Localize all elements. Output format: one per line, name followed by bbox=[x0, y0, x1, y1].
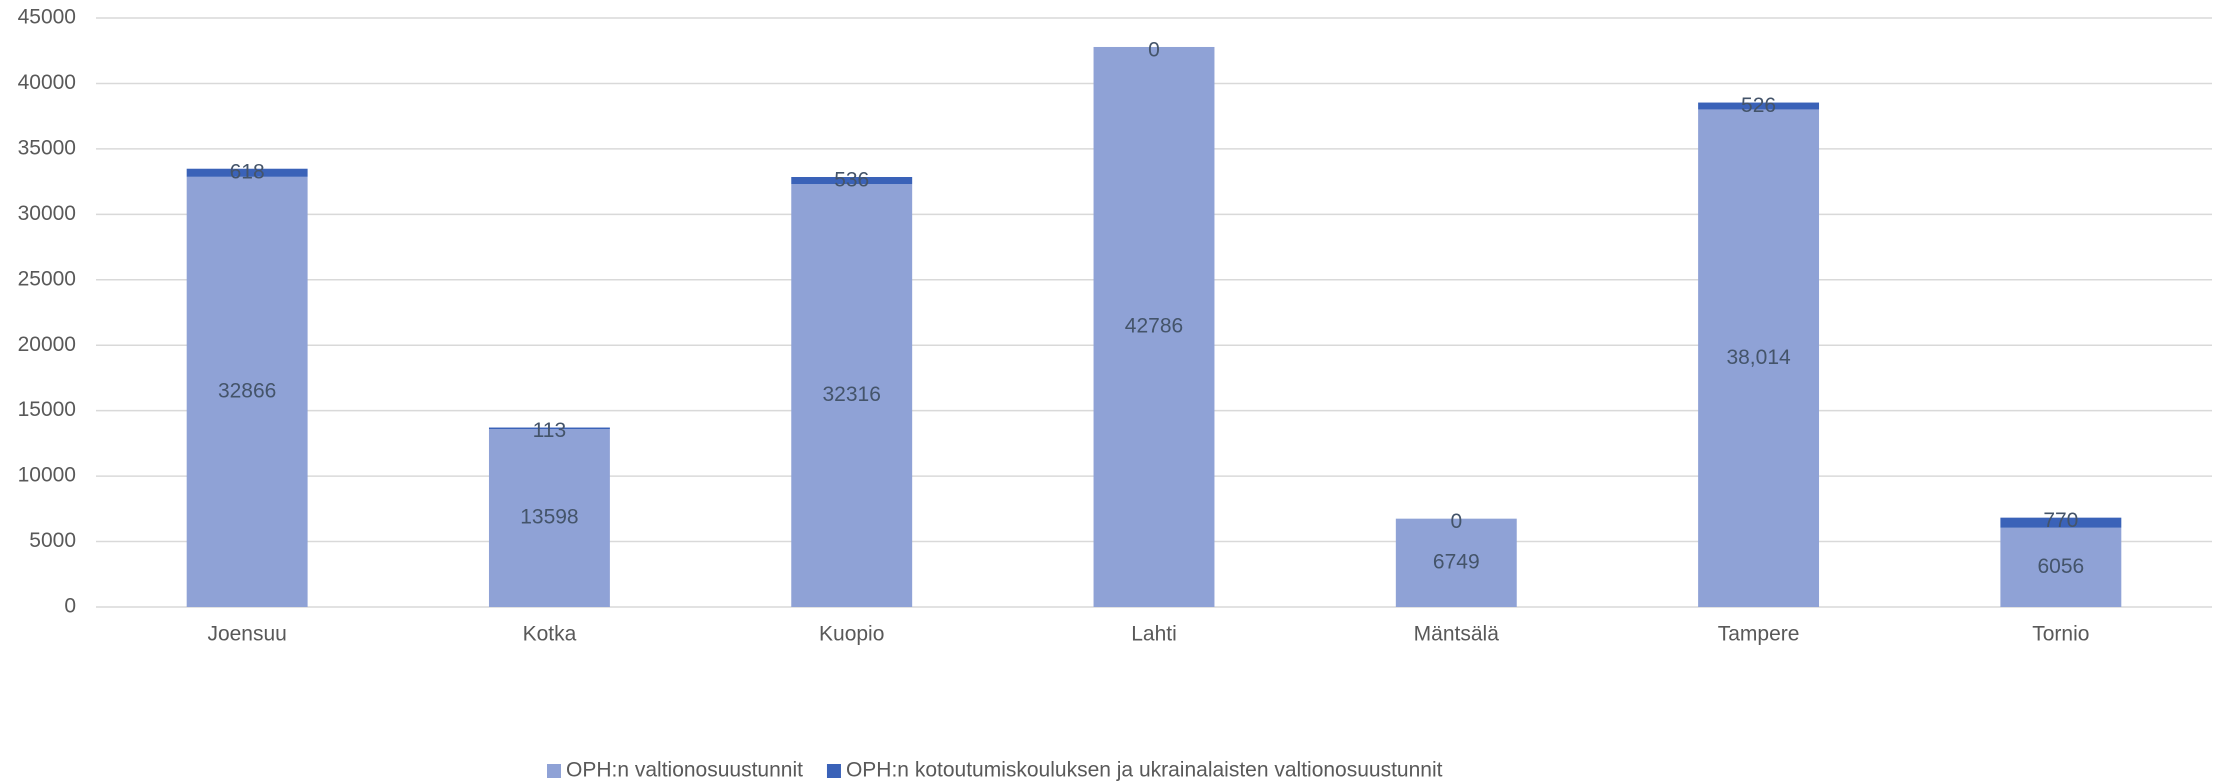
x-tick-label: Lahti bbox=[1131, 623, 1177, 646]
x-tick-label: Tornio bbox=[2032, 623, 2089, 646]
data-label: 32316 bbox=[823, 383, 881, 406]
data-label: 0 bbox=[1450, 510, 1462, 533]
y-tick-label: 0 bbox=[64, 595, 76, 618]
data-label: 113 bbox=[533, 419, 566, 442]
data-label: 770 bbox=[2043, 509, 2078, 532]
legend-label: OPH:n kotoutumiskouluksen ja ukrainalais… bbox=[846, 759, 1443, 782]
bar-segment bbox=[488, 429, 610, 607]
x-tick-label: Joensuu bbox=[207, 623, 286, 646]
bar-segment bbox=[791, 184, 913, 607]
data-label: 0 bbox=[1148, 39, 1160, 62]
bar-segment bbox=[186, 176, 308, 608]
legend-swatch bbox=[826, 764, 841, 778]
bar-segment bbox=[1698, 102, 1820, 110]
y-tick-label: 15000 bbox=[18, 398, 76, 421]
bar-segment bbox=[2000, 517, 2122, 528]
data-label: 6056 bbox=[2037, 555, 2084, 578]
x-tick-label: Kotka bbox=[523, 623, 577, 646]
y-tick-label: 5000 bbox=[29, 529, 76, 552]
bar-segment bbox=[488, 427, 610, 430]
x-tick-label: Mäntsälä bbox=[1414, 623, 1500, 646]
y-tick-label: 25000 bbox=[18, 267, 76, 290]
y-tick-label: 45000 bbox=[18, 6, 76, 29]
bar-segment bbox=[1093, 46, 1215, 607]
y-tick-label: 30000 bbox=[18, 202, 76, 225]
bar-segment bbox=[186, 168, 308, 177]
data-label: 6749 bbox=[1433, 550, 1480, 573]
x-tick-label: Kuopio bbox=[819, 623, 884, 646]
y-tick-label: 20000 bbox=[18, 333, 76, 356]
data-label: 42786 bbox=[1125, 315, 1183, 338]
legend-swatch bbox=[547, 764, 561, 778]
bar-segment bbox=[1395, 518, 1517, 607]
data-label: 526 bbox=[1741, 94, 1776, 117]
bar-segment bbox=[1698, 109, 1820, 608]
x-tick-label: Tampere bbox=[1718, 623, 1800, 646]
y-tick-label: 40000 bbox=[18, 71, 76, 94]
bar-segment bbox=[791, 177, 913, 185]
data-label: 618 bbox=[230, 160, 265, 183]
bar-segment bbox=[2000, 527, 2122, 607]
y-tick-label: 10000 bbox=[18, 464, 76, 487]
data-label: 38,014 bbox=[1726, 346, 1791, 369]
data-label: 536 bbox=[834, 169, 869, 192]
data-label: 13598 bbox=[520, 506, 578, 529]
y-tick-label: 35000 bbox=[18, 136, 76, 159]
data-label: 32866 bbox=[218, 379, 276, 402]
legend-label: OPH:n valtionosuustunnit bbox=[566, 759, 803, 782]
